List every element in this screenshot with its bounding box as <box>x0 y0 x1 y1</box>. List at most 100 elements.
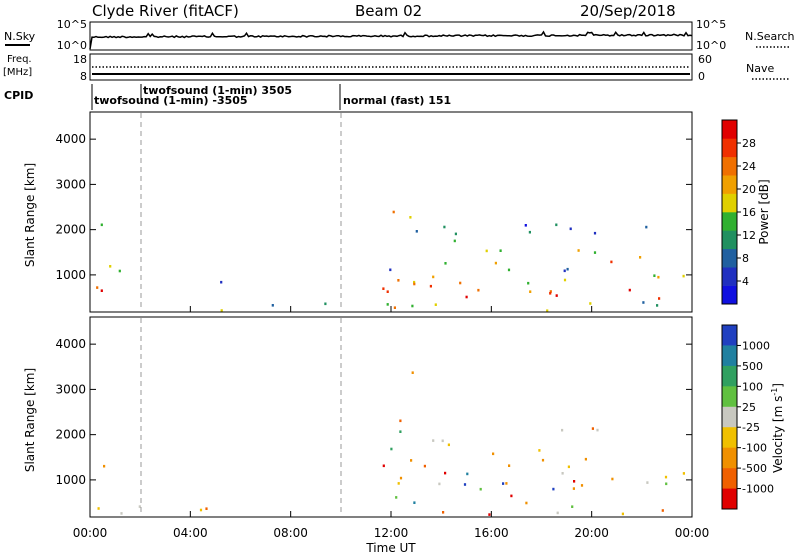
velocity-colorbar-tick-label: 25 <box>742 401 756 414</box>
velocity-cell <box>561 428 564 432</box>
freq-unit-label: [MHz] <box>3 67 32 78</box>
velocity-cell <box>488 513 491 516</box>
power-colorbar-segment <box>722 212 737 231</box>
beam-label: Beam 02 <box>355 2 422 20</box>
power-cell <box>271 304 274 307</box>
power-cell <box>465 295 468 299</box>
velocity-cell <box>552 487 555 491</box>
nsky-tick-top: 10^5 <box>57 18 87 31</box>
freq-tick-bottom: 8 <box>80 70 87 83</box>
power-colorbar-tick-label: 20 <box>742 183 756 196</box>
power-cell <box>96 286 99 289</box>
velocity-colorbar-tick-label: 100 <box>742 380 763 393</box>
power-cell <box>593 251 597 254</box>
velocity-cell <box>444 471 447 475</box>
velocity-cell <box>580 484 584 487</box>
velocity-colorbar-segment <box>722 406 737 428</box>
velocity-cell <box>510 494 513 498</box>
velocity-cell <box>397 482 400 485</box>
velocity-cell <box>390 447 393 451</box>
power-colorbar-segment <box>722 267 737 286</box>
power-cell <box>459 281 462 285</box>
cpid-mode-1: twofsound (1-min) 3505 <box>143 84 292 97</box>
velocity-ytick-label: 4000 <box>55 337 86 351</box>
power-cell <box>507 268 511 272</box>
power-panel-frame <box>89 111 693 313</box>
xtick-label: 04:00 <box>173 526 208 540</box>
power-cell <box>555 223 558 227</box>
freq-panel-frame <box>89 53 693 81</box>
velocity-cell <box>399 430 402 433</box>
power-colorbar-segment <box>722 175 737 194</box>
velocity-cell <box>567 465 570 469</box>
velocity-cell <box>411 371 414 374</box>
power-colorbar: 4 8 12 16 20 24 28 <box>721 119 756 305</box>
power-colorbar-segment <box>722 230 737 250</box>
velocity-cell <box>447 443 450 447</box>
velocity-ylabel: Slant Range [km] <box>23 368 37 472</box>
nsearch-label: N.Search <box>745 30 795 43</box>
nsky-panel-frame <box>89 21 693 51</box>
nsky-tick-bottom: 10^0 <box>57 39 87 52</box>
power-cell <box>443 225 446 229</box>
nsearch-tick-bottom: 10^0 <box>696 39 726 52</box>
power-colorbar-segment <box>722 156 737 176</box>
power-ytick-label: 3000 <box>55 177 86 191</box>
velocity-cell <box>103 464 106 468</box>
power-colorbar-tick-label: 12 <box>742 229 756 242</box>
power-cell <box>220 309 223 312</box>
power-colorbar-tick-label: 28 <box>742 137 756 150</box>
velocity-cell <box>205 507 208 510</box>
power-cell <box>100 223 103 227</box>
power-colorbar-segment <box>722 285 737 305</box>
power-cell <box>569 227 572 231</box>
power-cell <box>392 210 395 214</box>
velocity-ytick-label: 3000 <box>55 382 86 396</box>
power-colorbar-tick-label: 4 <box>742 275 749 288</box>
power-cell <box>386 290 389 293</box>
velocity-colorbar-segment <box>722 325 737 346</box>
velocity-colorbar-tick-label: 500 <box>742 360 763 373</box>
power-cell <box>494 261 497 265</box>
power-cell <box>546 309 549 312</box>
velocity-cell <box>395 496 398 499</box>
power-y-axis: 1000 2000 3000 4000 <box>55 132 692 282</box>
power-cell <box>389 268 392 272</box>
power-cell <box>453 239 456 243</box>
velocity-cell <box>442 511 445 514</box>
xtick-label: 20:00 <box>574 526 609 540</box>
power-cell <box>411 304 414 308</box>
velocity-cell <box>664 475 668 479</box>
power-colorbar-segment <box>722 138 737 158</box>
nsky-label: N.Sky <box>4 30 36 43</box>
power-cell <box>528 230 531 234</box>
power-cell <box>415 230 418 233</box>
velocity-cell <box>573 480 576 483</box>
power-cell <box>409 216 412 219</box>
power-cell <box>118 269 121 273</box>
power-cell <box>589 302 592 305</box>
power-ytick-label: 2000 <box>55 223 86 237</box>
velocity-colorbar-tick-label: -500 <box>742 462 767 475</box>
power-cell <box>639 256 642 259</box>
power-ytick-label: 1000 <box>55 268 86 282</box>
power-cell <box>549 292 552 295</box>
power-cell <box>682 274 685 278</box>
power-cell <box>454 232 457 236</box>
power-cell <box>610 260 613 264</box>
velocity-cell <box>682 472 685 475</box>
velocity-panel-frame <box>89 316 693 518</box>
power-cell <box>555 294 558 297</box>
power-cell <box>499 249 502 252</box>
velocity-cell <box>611 477 614 481</box>
velocity-cell <box>591 427 594 430</box>
power-cell <box>527 281 530 285</box>
nave-label: Nave <box>746 62 774 75</box>
power-cell <box>109 265 112 268</box>
velocity-colorbar-tick-label: -25 <box>742 421 760 434</box>
power-cell <box>658 297 661 300</box>
power-cell <box>429 284 432 288</box>
power-cell <box>382 287 385 290</box>
power-cell <box>577 249 580 252</box>
